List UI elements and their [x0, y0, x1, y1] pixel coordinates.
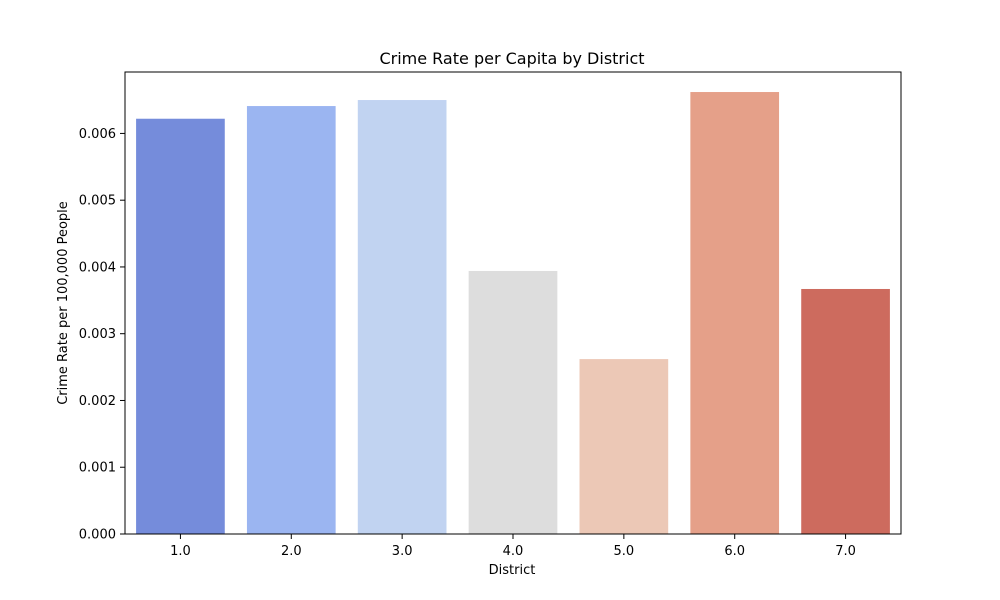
bar-3 — [357, 100, 447, 534]
x-tick-label: 1.0 — [170, 544, 191, 559]
x-tick-label: 7.0 — [835, 544, 856, 559]
y-tick-label: 0.003 — [79, 327, 116, 342]
bar-6 — [690, 92, 780, 534]
x-axis-title: District — [489, 563, 536, 578]
bar-1 — [136, 118, 225, 534]
x-tick-label: 6.0 — [724, 544, 745, 559]
x-tick-label: 5.0 — [614, 544, 635, 559]
x-tick-label: 3.0 — [392, 544, 413, 559]
bar-4 — [468, 270, 558, 534]
x-tick-label: 2.0 — [281, 544, 302, 559]
y-tick-label: 0.006 — [79, 127, 116, 142]
y-axis-title: Crime Rate per 100,000 People — [56, 201, 71, 405]
y-tick-label: 0.004 — [79, 260, 116, 275]
y-tick-label: 0.005 — [79, 194, 116, 209]
bars-group — [136, 92, 890, 534]
y-tick-label: 0.001 — [79, 461, 116, 476]
chart-title: Crime Rate per Capita by District — [379, 49, 644, 68]
x-axis: 1.0 2.0 3.0 4.0 5.0 6.0 7.0 — [170, 534, 856, 559]
x-tick-label: 4.0 — [503, 544, 524, 559]
bar-5 — [579, 359, 669, 534]
y-tick-label: 0.002 — [79, 394, 116, 409]
bar-7 — [801, 288, 890, 534]
y-axis: 0.000 0.001 0.002 0.003 0.004 0.005 0.006 — [79, 127, 125, 543]
bar-2 — [246, 106, 336, 534]
y-tick-label: 0.000 — [79, 528, 116, 543]
